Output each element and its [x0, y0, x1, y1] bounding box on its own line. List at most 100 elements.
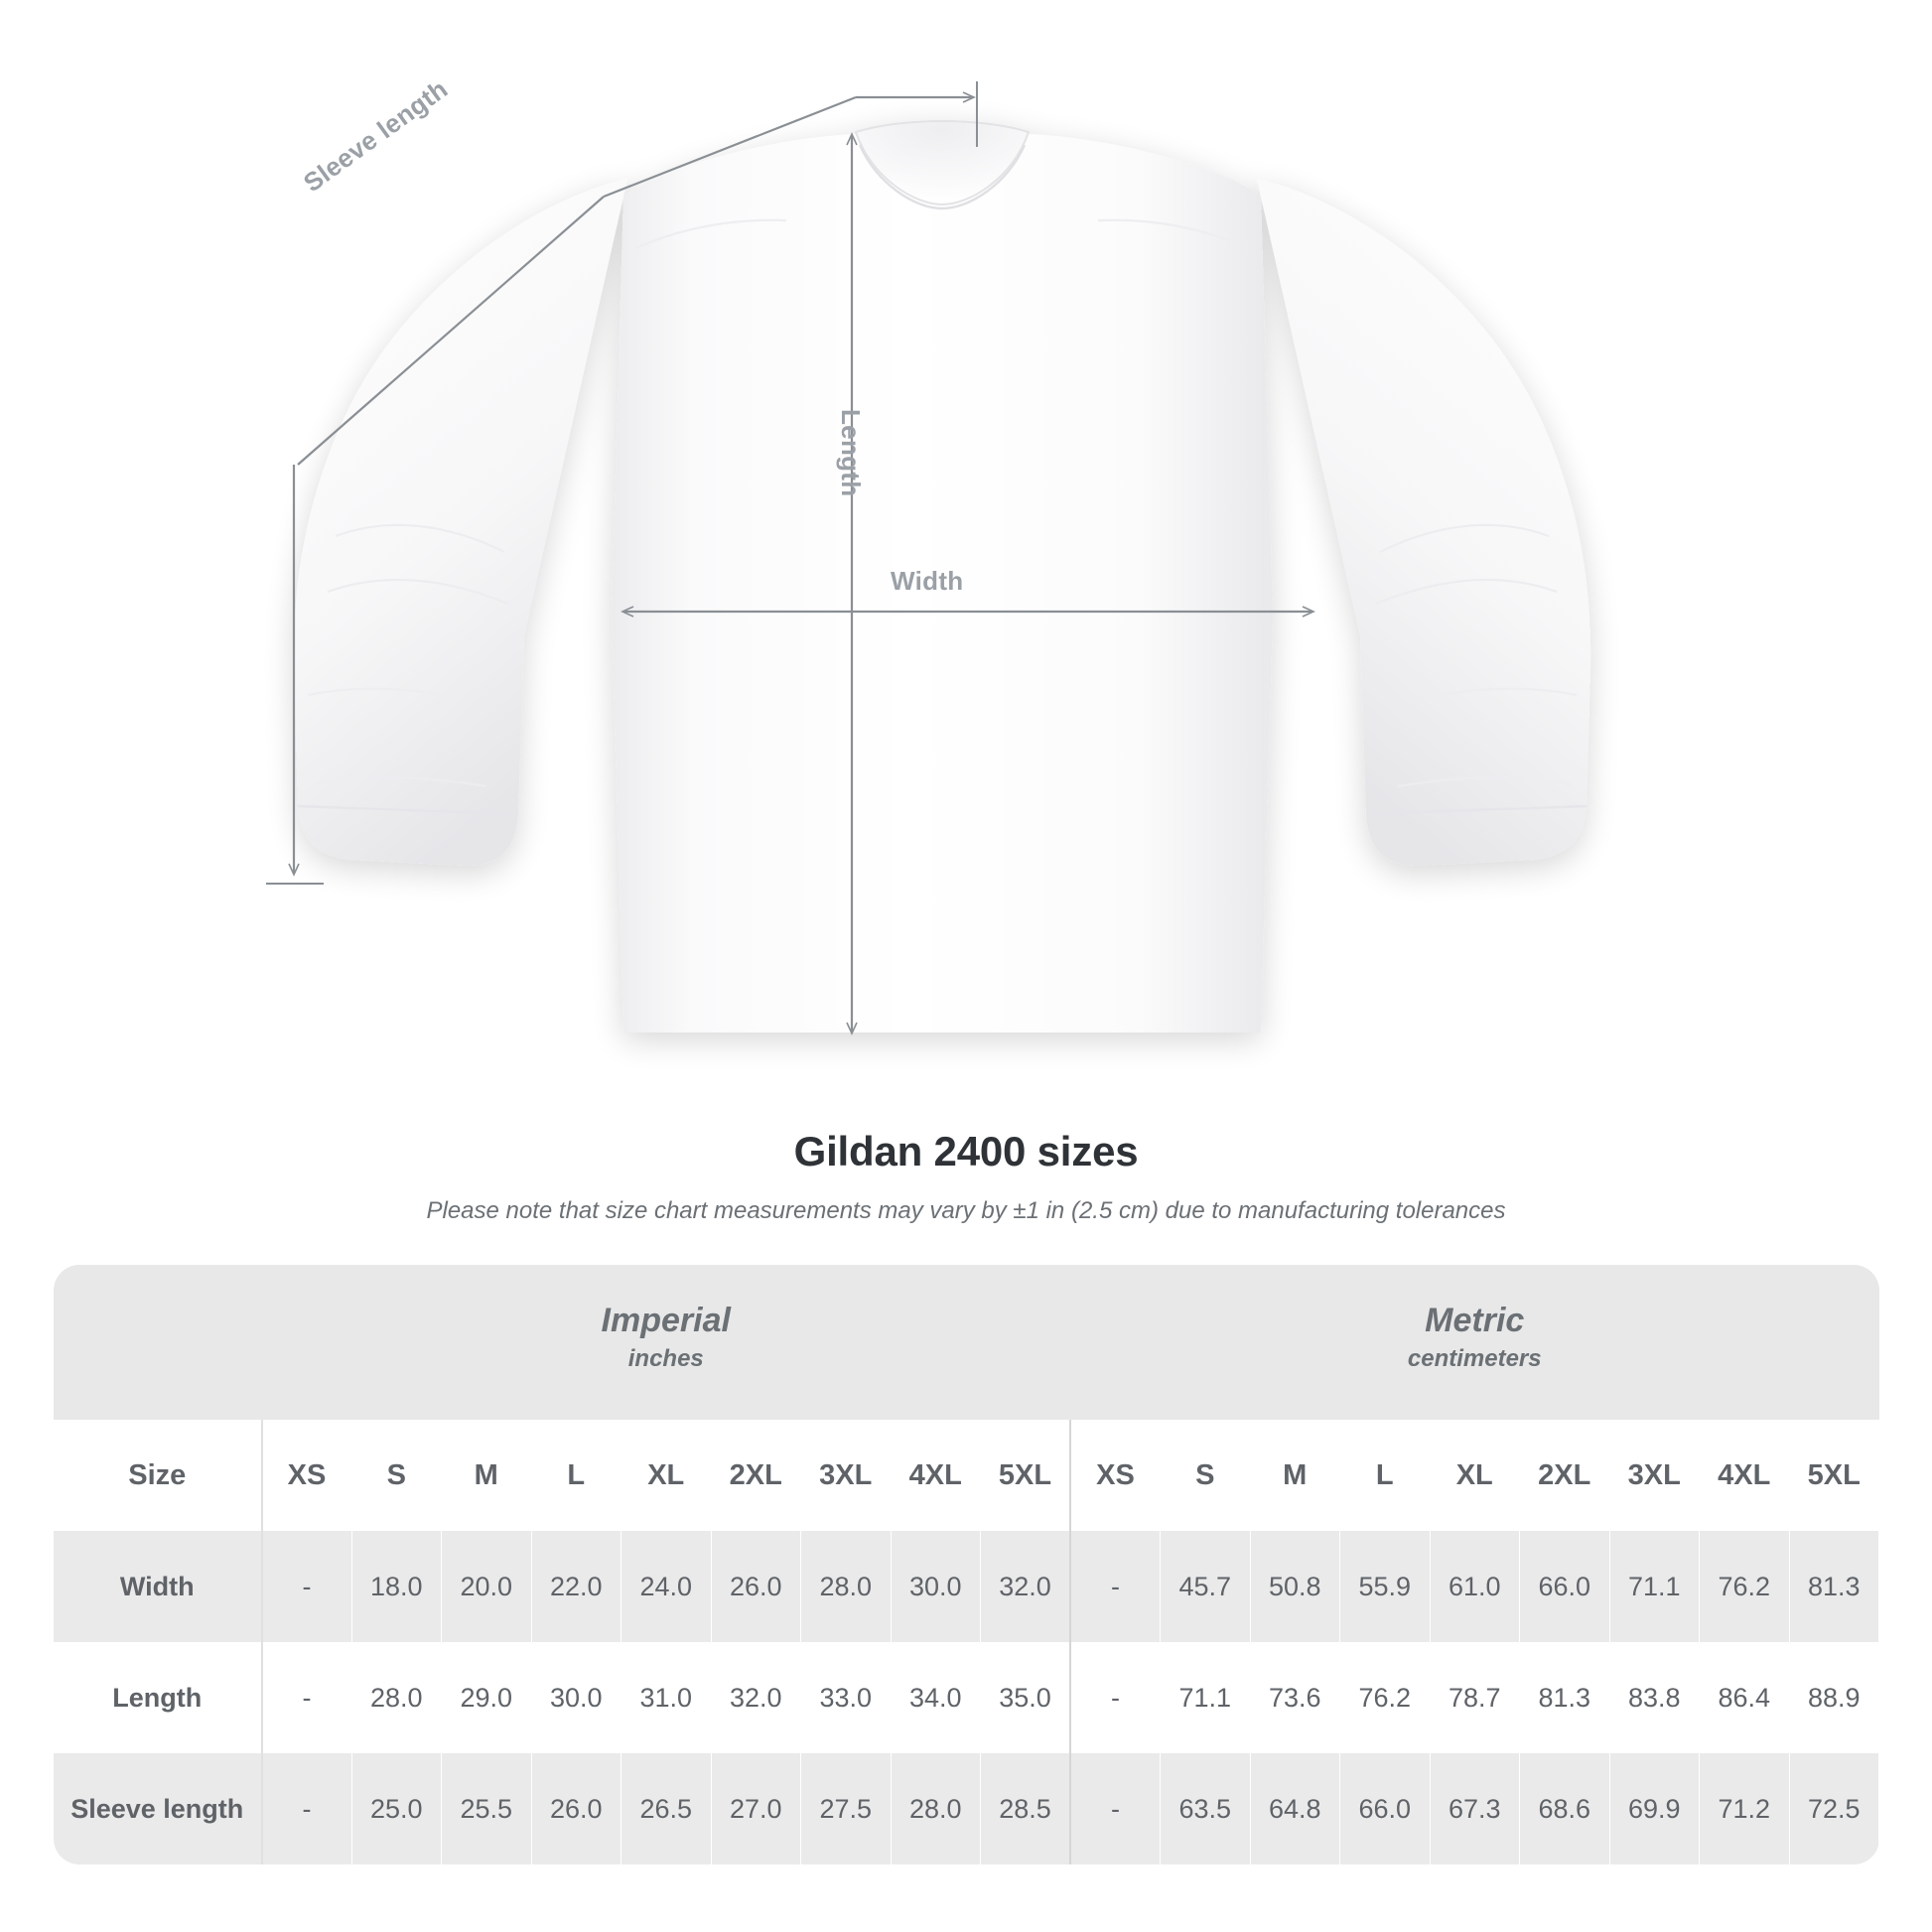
- unit-row-spacer: [53, 1265, 262, 1420]
- cell-length-imperial-2xl: 32.0: [710, 1642, 801, 1753]
- cell-width-metric-s: 45.7: [1160, 1531, 1251, 1642]
- cell-sleeve-length-imperial-xs: -: [261, 1753, 352, 1864]
- page-title: Gildan 2400 sizes: [793, 1128, 1139, 1174]
- size-header-imperial-l: L: [530, 1420, 621, 1531]
- table-row: Sleeve length -25.0 25.5 26.0 26.5 27.0 27.5 28…: [53, 1753, 1879, 1864]
- size-header-metric-4xl: 4XL: [1699, 1420, 1790, 1531]
- size-chart-table: Imperial inches Metric centimeters Size XS S M…: [53, 1265, 1879, 1864]
- cell-length-metric-4xl: 86.4: [1699, 1642, 1790, 1753]
- unit-name: Metric: [1425, 1302, 1525, 1340]
- cell-length-metric-xl: 78.7: [1429, 1642, 1520, 1753]
- cell-sleeve-length-imperial-xl: 26.5: [621, 1753, 712, 1864]
- cell-width-metric-m: 50.8: [1249, 1531, 1340, 1642]
- cell-sleeve-length-metric-5xl: 72.5: [1788, 1753, 1879, 1864]
- cell-length-metric-m: 73.6: [1249, 1642, 1340, 1753]
- size-header-imperial-m: M: [441, 1420, 532, 1531]
- cell-sleeve-length-imperial-3xl: 27.5: [800, 1753, 892, 1864]
- fabric-folds: [307, 218, 1578, 788]
- size-header-metric-l: L: [1339, 1420, 1431, 1531]
- table-row: Width -18.0 20.0 22.0 24.0 26.0 28.0 30.0 32.0-4…: [53, 1531, 1879, 1642]
- garment-diagram: Sleeve length Length Width: [266, 73, 1591, 1035]
- cell-sleeve-length-imperial-5xl: 28.5: [980, 1753, 1071, 1864]
- cell-length-metric-s: 71.1: [1160, 1642, 1251, 1753]
- size-header-metric-3xl: 3XL: [1608, 1420, 1700, 1531]
- shirt-illustration: [266, 81, 1591, 1035]
- cell-length-imperial-xs: -: [261, 1642, 352, 1753]
- cell-width-imperial-4xl: 30.0: [890, 1531, 981, 1642]
- cell-sleeve-length-metric-xs: -: [1069, 1753, 1161, 1864]
- cell-sleeve-length-imperial-4xl: 28.0: [890, 1753, 981, 1864]
- size-header-metric-2xl: 2XL: [1519, 1420, 1610, 1531]
- cell-width-imperial-m: 20.0: [441, 1531, 532, 1642]
- cell-length-metric-l: 76.2: [1339, 1642, 1431, 1753]
- cell-width-imperial-s: 18.0: [350, 1531, 442, 1642]
- cell-width-metric-xl: 61.0: [1429, 1531, 1520, 1642]
- dimension-lines: [266, 81, 1315, 1035]
- cell-width-metric-2xl: 66.0: [1519, 1531, 1610, 1642]
- cell-width-metric-4xl: 76.2: [1699, 1531, 1790, 1642]
- cell-length-imperial-l: 30.0: [530, 1642, 621, 1753]
- cell-width-metric-l: 55.9: [1339, 1531, 1431, 1642]
- cell-length-imperial-4xl: 34.0: [890, 1642, 981, 1753]
- size-header-imperial-xl: XL: [621, 1420, 712, 1531]
- cell-sleeve-length-imperial-2xl: 27.0: [710, 1753, 801, 1864]
- cuffs: [297, 804, 1587, 816]
- cell-width-imperial-l: 22.0: [530, 1531, 621, 1642]
- size-header-imperial-2xl: 2XL: [710, 1420, 801, 1531]
- cell-length-metric-2xl: 81.3: [1519, 1642, 1610, 1753]
- size-header-metric-s: S: [1160, 1420, 1251, 1531]
- cell-width-imperial-xl: 24.0: [621, 1531, 712, 1642]
- size-header-imperial-s: S: [350, 1420, 442, 1531]
- unit-subtitle: centimeters: [1407, 1344, 1542, 1372]
- row-label-length: Length: [53, 1642, 263, 1753]
- cell-length-metric-3xl: 83.8: [1608, 1642, 1700, 1753]
- size-header-metric-m: M: [1249, 1420, 1340, 1531]
- cell-length-imperial-xl: 31.0: [621, 1642, 712, 1753]
- width-dimension-label: Width: [891, 566, 964, 596]
- cell-length-imperial-m: 29.0: [441, 1642, 532, 1753]
- unit-header-imperial: Imperial inches: [261, 1265, 1070, 1420]
- tolerance-note: Please note that size chart measurements…: [426, 1197, 1506, 1224]
- cell-width-metric-3xl: 71.1: [1608, 1531, 1700, 1642]
- size-table-wrapper: Imperial inches Metric centimeters Size XS S M…: [53, 1265, 1879, 1864]
- cell-width-imperial-5xl: 32.0: [980, 1531, 1071, 1642]
- cell-width-metric-5xl: 81.3: [1788, 1531, 1879, 1642]
- shirt-body-shape: [293, 119, 1591, 1033]
- cell-width-metric-xs: -: [1069, 1531, 1161, 1642]
- size-header-metric-5xl: 5XL: [1788, 1420, 1879, 1531]
- cell-length-imperial-5xl: 35.0: [980, 1642, 1071, 1753]
- cell-sleeve-length-imperial-m: 25.5: [441, 1753, 532, 1864]
- unit-subtitle: inches: [627, 1344, 704, 1372]
- size-header-imperial-xs: XS: [261, 1420, 352, 1531]
- row-label-width: Width: [53, 1531, 263, 1642]
- size-header-metric-xl: XL: [1429, 1420, 1520, 1531]
- unit-name: Imperial: [601, 1302, 731, 1340]
- cell-width-imperial-xs: -: [261, 1531, 352, 1642]
- cell-length-imperial-3xl: 33.0: [800, 1642, 892, 1753]
- cell-width-imperial-3xl: 28.0: [800, 1531, 892, 1642]
- table-row: Length -28.0 29.0 30.0 31.0 32.0 33.0 34.0 35.0-…: [53, 1642, 1879, 1753]
- cell-sleeve-length-metric-xl: 67.3: [1429, 1753, 1520, 1864]
- cell-length-metric-5xl: 88.9: [1788, 1642, 1879, 1753]
- cell-sleeve-length-metric-3xl: 69.9: [1608, 1753, 1700, 1864]
- cell-length-imperial-s: 28.0: [350, 1642, 442, 1753]
- title-block: Gildan 2400 sizes Please note that size …: [0, 1122, 1932, 1225]
- sleeve-upper-segment: [297, 196, 605, 466]
- cell-width-imperial-2xl: 26.0: [710, 1531, 801, 1642]
- cell-length-metric-xs: -: [1069, 1642, 1161, 1753]
- sleeve-shoulder-segment: [603, 95, 857, 199]
- unit-header-row: Imperial inches Metric centimeters: [53, 1265, 1879, 1420]
- size-header-imperial-5xl: 5XL: [980, 1420, 1071, 1531]
- cell-sleeve-length-metric-l: 66.0: [1339, 1753, 1431, 1864]
- cell-sleeve-length-imperial-l: 26.0: [530, 1753, 621, 1864]
- cell-sleeve-length-metric-4xl: 71.2: [1699, 1753, 1790, 1864]
- size-header-row: Size XS S M L XL 2XL 3XL 4XL 5XL XS S M L XL 2XL 3XL 4XL 5…: [53, 1420, 1879, 1531]
- size-column-header: Size: [53, 1420, 263, 1531]
- row-label-sleeve-length: Sleeve length: [53, 1753, 263, 1864]
- size-header-imperial-3xl: 3XL: [800, 1420, 892, 1531]
- unit-header-metric: Metric centimeters: [1070, 1265, 1879, 1420]
- length-dimension-label: Length: [836, 409, 866, 497]
- cell-sleeve-length-metric-2xl: 68.6: [1519, 1753, 1610, 1864]
- cell-sleeve-length-imperial-s: 25.0: [350, 1753, 442, 1864]
- size-header-metric-xs: XS: [1069, 1420, 1161, 1531]
